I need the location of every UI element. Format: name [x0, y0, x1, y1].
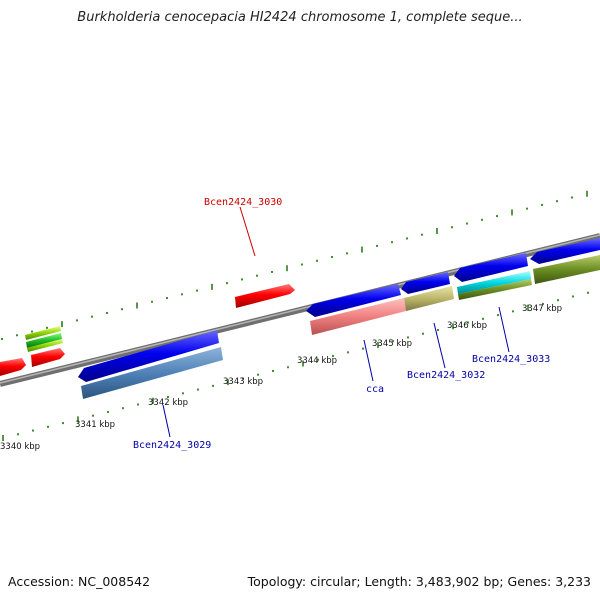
leader-bcen2424-3029	[162, 404, 171, 438]
tick-label: 3340 kbp	[0, 442, 40, 452]
feature-forward-left-2[interactable]	[0, 358, 26, 376]
tick-label: 3341 kbp	[75, 420, 115, 430]
feature-forward-left-lime[interactable]	[25, 326, 61, 340]
feature-reverse-olive-2[interactable]	[533, 255, 600, 284]
feature-reverse-blue-3[interactable]	[401, 272, 450, 294]
feature-reverse-blue-5[interactable]	[530, 238, 600, 264]
feature-bcen2424-3033[interactable]	[457, 271, 531, 294]
reverse-tick-row	[2, 291, 589, 441]
leader-bcen2424-3033	[498, 306, 510, 353]
leader-cca	[363, 339, 374, 382]
feature-bcen2424-3032[interactable]	[404, 286, 454, 311]
feature-reverse-blue-4[interactable]	[454, 253, 528, 282]
feature-bcen2424-3030[interactable]	[235, 284, 295, 308]
tick-label: 3343 kbp	[223, 377, 263, 387]
feature-reverse-blue-2[interactable]	[306, 284, 401, 317]
gene-label-bcen2424-3029[interactable]: Bcen2424_3029	[133, 440, 211, 451]
feature-forward-left-lime-2[interactable]	[27, 339, 63, 352]
feature-reverse-blue-1[interactable]	[78, 330, 219, 382]
leader-bcen2424-3032	[433, 322, 446, 369]
gene-label-cca[interactable]: cca	[366, 384, 384, 395]
tick-label: 3344 kbp	[297, 356, 337, 366]
scale-labels: 3340 kbp 3341 kbp 3342 kbp 3343 kbp 3344…	[0, 304, 562, 452]
gene-label-bcen2424-3030[interactable]: Bcen2424_3030	[204, 197, 282, 208]
tick-label: 3342 kbp	[148, 398, 188, 408]
map-title: Burkholderia cenocepacia HI2424 chromoso…	[77, 10, 523, 25]
accession-text: Accession: NC_008542	[8, 574, 151, 589]
label-leaders	[162, 206, 510, 438]
gene-label-bcen2424-3033[interactable]: Bcen2424_3033	[472, 354, 550, 365]
feature-forward-left-green[interactable]	[26, 333, 62, 348]
leader-bcen2424-3030	[239, 206, 256, 257]
gene-label-bcen2424-3032[interactable]: Bcen2424_3032	[407, 370, 485, 381]
tick-label: 3347 kbp	[522, 304, 562, 314]
feature-bcen2424-3029[interactable]	[81, 347, 223, 399]
tick-label: 3345 kbp	[372, 339, 412, 349]
forward-tick-row	[1, 190, 588, 340]
genome-stats-text: Topology: circular; Length: 3,483,902 bp…	[247, 574, 591, 589]
tick-label: 3346 kbp	[447, 321, 487, 331]
feature-reverse-olive-1[interactable]	[458, 279, 532, 300]
feature-cca[interactable]	[310, 298, 406, 335]
feature-forward-left-1[interactable]	[31, 348, 65, 367]
